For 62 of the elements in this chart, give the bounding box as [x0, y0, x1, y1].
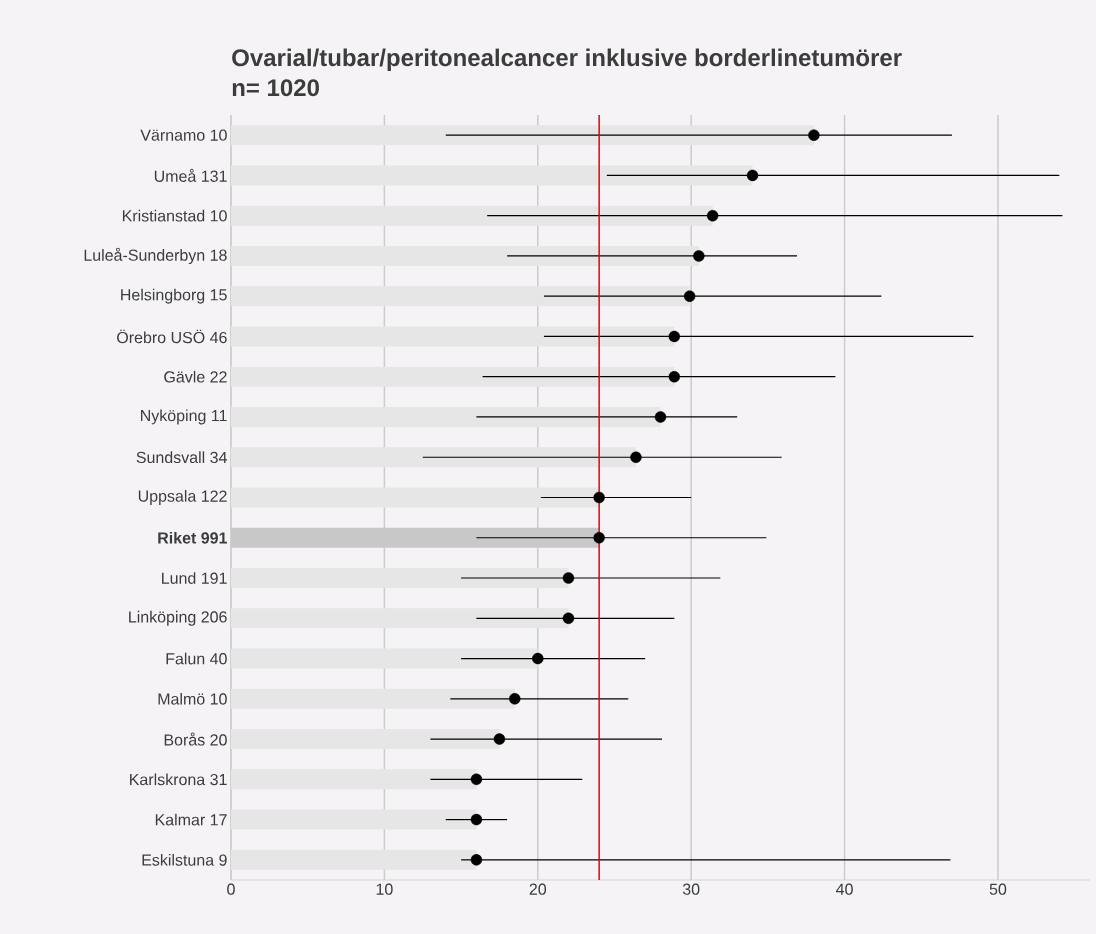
- bar: [231, 205, 713, 226]
- y-tick-label: Lund 191: [162, 572, 227, 584]
- y-tick-label: Karlskrona 31: [130, 773, 227, 786]
- bar: [231, 568, 569, 589]
- bar: [231, 688, 515, 709]
- bar: [231, 769, 477, 790]
- point: [654, 411, 667, 423]
- point: [562, 612, 575, 624]
- point: [630, 451, 642, 463]
- y-tick-label: Riket 991: [158, 531, 227, 544]
- point: [593, 532, 605, 544]
- x-tick-label: 10: [376, 883, 393, 895]
- bar: [231, 487, 600, 508]
- point: [532, 652, 544, 665]
- bar: [231, 608, 569, 629]
- point: [470, 813, 483, 826]
- point: [693, 250, 705, 262]
- y-tick-label: Kristianstad 10: [122, 209, 227, 222]
- y-tick-label: Örebro USÖ 46: [117, 329, 227, 344]
- point: [470, 773, 483, 786]
- bar: [231, 648, 538, 669]
- bar: [231, 165, 753, 186]
- point: [493, 733, 506, 745]
- bar: [231, 849, 477, 870]
- bar: [231, 406, 661, 427]
- x-tick-label: 30: [682, 883, 700, 895]
- chart-subtitle: n= 1020: [232, 79, 319, 97]
- point: [668, 371, 680, 383]
- x-tick-label: 40: [836, 883, 853, 895]
- y-tick-label: Nyköping 11: [141, 409, 227, 425]
- x-tick-label: 50: [989, 883, 1007, 895]
- point: [668, 330, 680, 343]
- bar: [231, 366, 675, 387]
- point: [509, 693, 521, 705]
- y-tick-label: Gävle 22: [164, 370, 227, 383]
- y-tick-label: Malmö 10: [158, 692, 227, 705]
- x-tick-label: 20: [529, 883, 547, 895]
- bar: [231, 245, 699, 266]
- y-tick-label: Kalmar 17: [155, 813, 227, 826]
- y-tick-label: Umeå 131: [154, 168, 227, 182]
- y-tick-label: Helsingborg 15: [121, 288, 227, 304]
- y-tick-label: Linköping 206: [129, 610, 227, 626]
- x-tick-label: 0: [227, 883, 235, 895]
- point: [683, 290, 696, 302]
- chart-title: Ovarial/tubar/peritonealcancer inklusive borderlinetumörer: [232, 48, 902, 71]
- point: [808, 129, 820, 141]
- y-tick-label: Sundsvall 34: [136, 451, 227, 464]
- point: [562, 572, 575, 584]
- bar: [231, 326, 675, 347]
- point: [746, 169, 759, 182]
- bar: [231, 809, 477, 830]
- y-tick-label: Borås 20: [164, 732, 227, 746]
- y-tick-label: Falun 40: [166, 652, 227, 665]
- y-tick-label: Eskilstuna 9: [142, 853, 227, 866]
- point: [593, 491, 605, 504]
- bar: [231, 286, 690, 307]
- y-tick-label: Uppsala 122: [138, 490, 227, 505]
- y-tick-label: Värnamo 10: [140, 129, 227, 141]
- bar: [231, 729, 500, 750]
- point: [706, 209, 719, 222]
- y-tick-label: Luleå-Sunderbyn 18: [84, 247, 227, 265]
- point: [470, 854, 483, 866]
